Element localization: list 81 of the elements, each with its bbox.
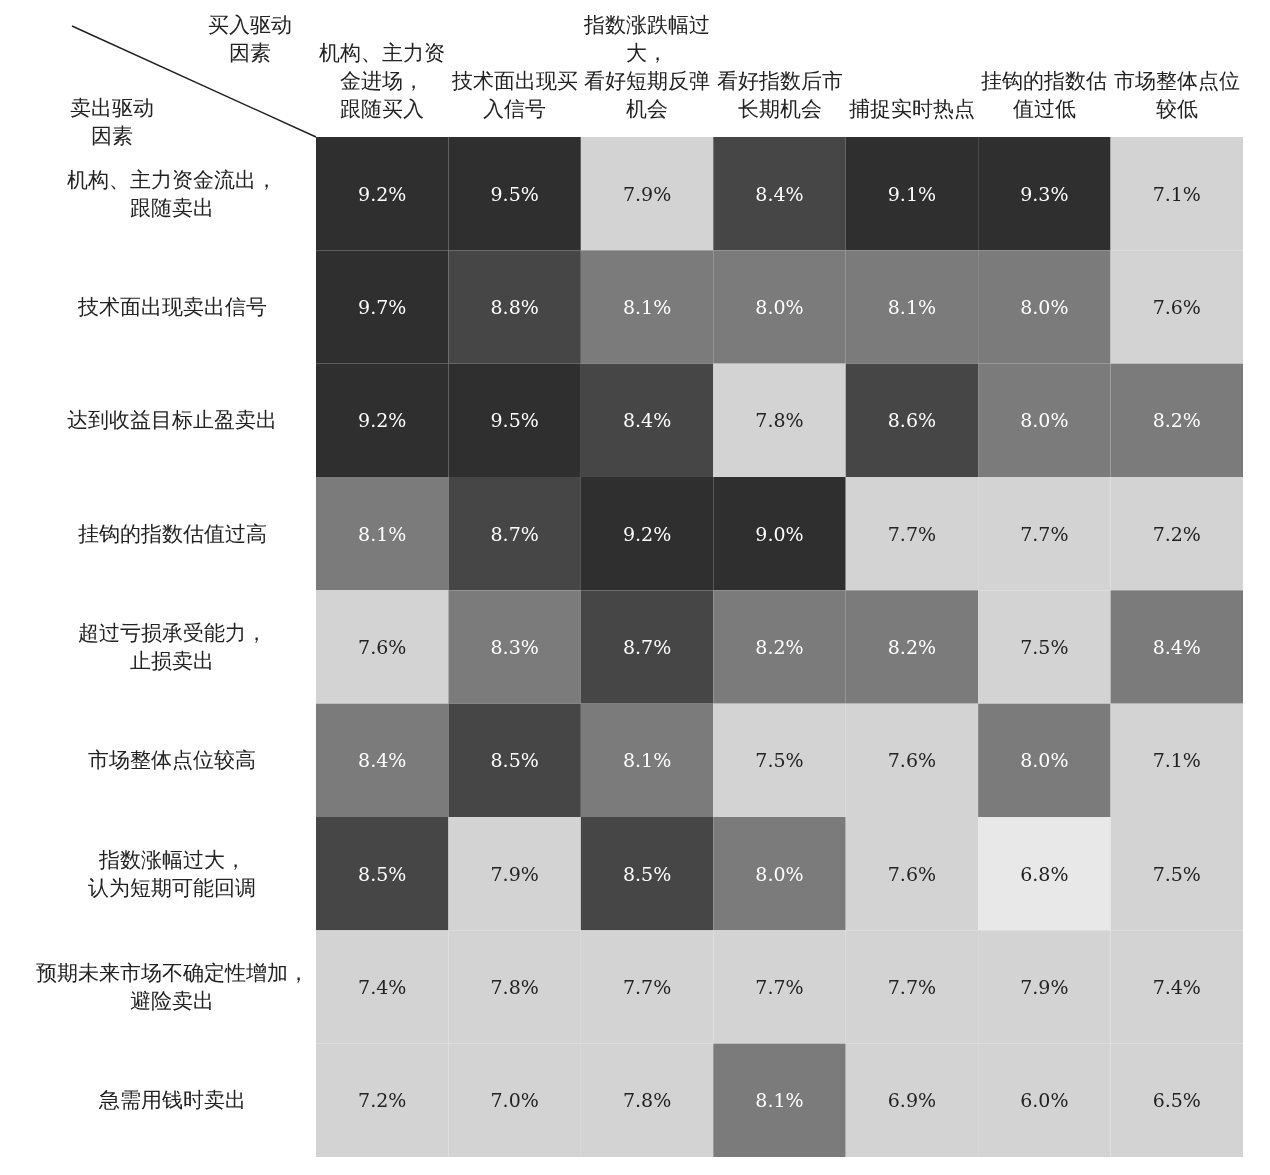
data-label: 8.0% <box>755 296 804 318</box>
y-tick-label: 市场整体点位较高 <box>88 748 256 773</box>
data-label: 9.0% <box>755 522 804 545</box>
data-label: 8.2% <box>1152 409 1201 432</box>
data-label: 8.2% <box>755 636 804 658</box>
data-label: 7.5% <box>755 749 804 772</box>
data-label: 7.6% <box>358 636 407 658</box>
data-label: 7.4% <box>358 976 407 998</box>
y-tick-label: 急需用钱时卖出 <box>97 1088 246 1113</box>
data-label: 8.4% <box>1152 636 1201 658</box>
data-label: 8.0% <box>1020 409 1069 432</box>
data-label: 9.3% <box>1020 182 1069 205</box>
ylabel: 卖出驱动因素 <box>70 96 154 148</box>
data-label: 6.5% <box>1152 1089 1201 1112</box>
data-label: 7.5% <box>1152 862 1201 885</box>
data-label: 7.8% <box>490 976 539 998</box>
data-label: 8.4% <box>755 182 804 205</box>
x-tick-label: 挂钩的指数估值过低 <box>981 69 1108 121</box>
data-label: 8.1% <box>887 296 937 318</box>
data-label: 7.6% <box>887 749 937 772</box>
data-label: 9.2% <box>358 182 407 205</box>
data-label: 8.3% <box>490 636 539 658</box>
data-label: 9.2% <box>622 522 672 545</box>
data-label: 7.9% <box>622 182 672 205</box>
data-label: 9.1% <box>887 182 937 205</box>
data-label: 8.5% <box>622 862 672 885</box>
data-label: 7.8% <box>755 409 804 432</box>
data-label: 9.7% <box>358 296 407 318</box>
data-label: 7.7% <box>887 976 937 998</box>
x-tick-label: 市场整体点位较低 <box>1113 69 1240 121</box>
data-label: 8.1% <box>358 522 407 545</box>
data-label: 8.4% <box>622 409 672 432</box>
data-label: 8.0% <box>1020 296 1069 318</box>
data-label: 6.0% <box>1020 1089 1069 1112</box>
data-label: 8.2% <box>887 636 937 658</box>
data-label: 9.2% <box>358 409 407 432</box>
data-label: 8.7% <box>490 522 539 545</box>
data-label: 8.5% <box>490 749 539 772</box>
data-label: 7.1% <box>1152 749 1201 772</box>
x-tick-label: 捕捉实时热点 <box>848 97 975 121</box>
x-tick-label: 技术面出现买入信号 <box>450 69 578 121</box>
data-label: 7.7% <box>622 976 672 998</box>
y-tick-label: 预期未来市场不确定性增加，避险卖出 <box>35 961 309 1013</box>
data-label: 8.0% <box>755 862 804 885</box>
data-label: 8.1% <box>622 296 672 318</box>
data-label: 8.7% <box>622 636 672 658</box>
data-label: 8.5% <box>358 862 407 885</box>
data-label: 7.2% <box>1152 522 1201 545</box>
y-tick-label: 达到收益目标止盈卖出 <box>67 408 277 433</box>
data-label: 9.5% <box>490 182 539 205</box>
data-label: 8.0% <box>1020 749 1069 772</box>
y-tick-label: 超过亏损承受能力，止损卖出 <box>77 621 267 673</box>
data-label: 7.1% <box>1152 182 1201 205</box>
data-label: 7.0% <box>490 1089 539 1112</box>
data-label: 7.7% <box>1020 522 1069 545</box>
data-label: 7.7% <box>887 522 937 545</box>
data-label: 6.8% <box>1020 862 1069 885</box>
y-tick-label: 技术面出现卖出信号 <box>76 295 267 319</box>
y-tick-label: 指数涨幅过大，认为短期可能回调 <box>88 847 256 900</box>
data-label: 7.2% <box>358 1089 407 1112</box>
y-tick-label: 机构、主力资金流出，跟随卖出 <box>67 167 277 220</box>
data-label: 8.1% <box>755 1089 804 1112</box>
data-label: 8.4% <box>358 749 407 772</box>
data-label: 7.5% <box>1020 636 1069 658</box>
data-label: 7.6% <box>887 862 937 885</box>
data-label: 7.6% <box>1152 296 1201 318</box>
data-label: 7.7% <box>755 976 804 998</box>
data-label: 7.9% <box>1020 976 1069 998</box>
data-label: 9.5% <box>490 409 539 432</box>
data-label: 7.4% <box>1152 976 1201 998</box>
x-tick-label: 看好指数后市长期机会 <box>716 69 843 121</box>
x-tick-label: 指数涨跌幅过大，看好短期反弹机会 <box>583 13 711 121</box>
data-label: 8.1% <box>622 749 672 772</box>
xlabel: 买入驱动因素 <box>208 13 292 65</box>
data-label: 8.6% <box>887 409 937 432</box>
data-label: 8.8% <box>490 296 539 318</box>
y-tick-label: 挂钩的指数估值过高 <box>77 521 267 546</box>
data-label: 6.9% <box>887 1089 937 1112</box>
data-label: 7.8% <box>622 1089 672 1112</box>
data-label: 7.9% <box>490 862 539 885</box>
x-tick-label: 机构、主力资金进场，跟随买入 <box>319 41 446 121</box>
